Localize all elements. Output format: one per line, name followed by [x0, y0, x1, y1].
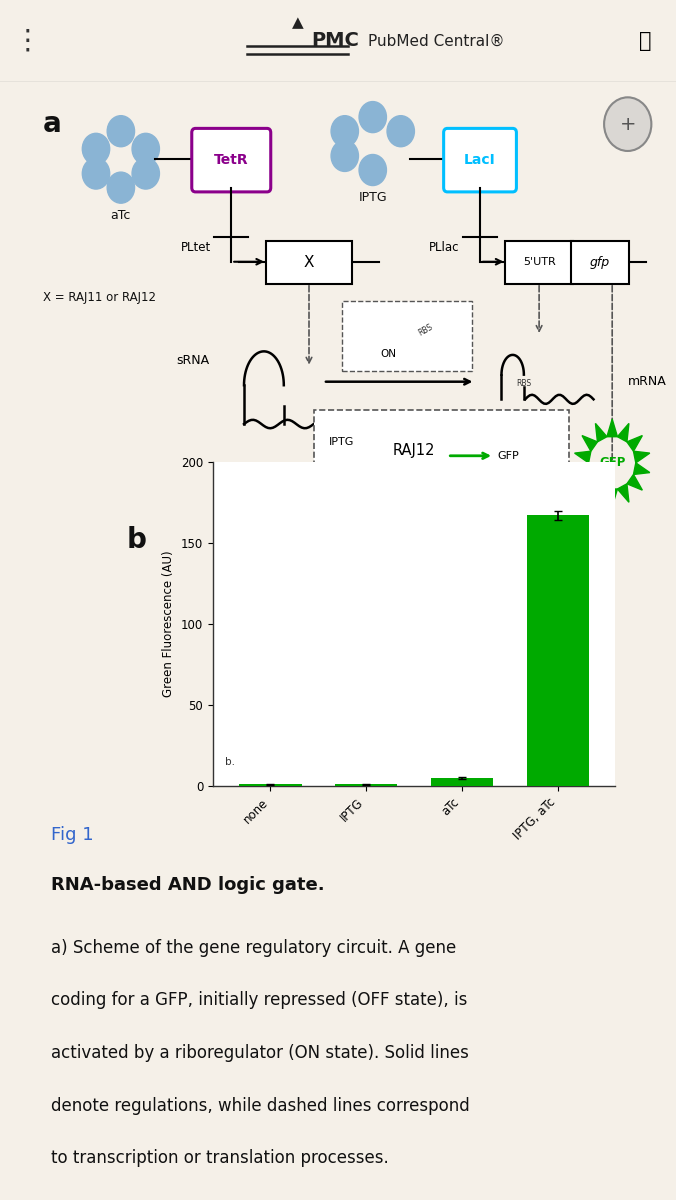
Polygon shape	[627, 474, 642, 490]
Polygon shape	[627, 436, 642, 451]
Bar	[335, 784, 397, 786]
Text: to transcription or translation processes.: to transcription or translation processe…	[51, 1150, 389, 1168]
Text: TetR: TetR	[214, 154, 249, 167]
Polygon shape	[617, 484, 629, 503]
Polygon shape	[596, 484, 607, 503]
Polygon shape	[582, 436, 598, 451]
Text: LacI: LacI	[464, 154, 496, 167]
Circle shape	[107, 115, 135, 146]
Circle shape	[359, 102, 387, 133]
FancyBboxPatch shape	[266, 240, 352, 284]
Text: aTc: aTc	[329, 472, 347, 482]
Circle shape	[604, 97, 652, 151]
Text: denote regulations, while dashed lines correspond: denote regulations, while dashed lines c…	[51, 1097, 469, 1115]
Text: RBS: RBS	[516, 379, 531, 388]
Text: PMC: PMC	[311, 31, 359, 50]
Text: IPTG: IPTG	[329, 437, 355, 446]
Circle shape	[132, 133, 160, 164]
Polygon shape	[633, 463, 650, 474]
Polygon shape	[617, 424, 629, 442]
Text: OFF: OFF	[503, 410, 523, 420]
FancyBboxPatch shape	[314, 410, 569, 512]
Text: +: +	[619, 115, 636, 133]
Circle shape	[107, 172, 135, 203]
Circle shape	[132, 158, 160, 190]
Text: mRNA: mRNA	[628, 376, 667, 388]
Text: coding for a GFP, initially repressed (OFF state), is: coding for a GFP, initially repressed (O…	[51, 991, 467, 1009]
Circle shape	[359, 155, 387, 186]
Text: ⋮: ⋮	[13, 26, 41, 55]
Text: b.: b.	[225, 756, 235, 767]
Text: 5'UTR: 5'UTR	[523, 258, 556, 268]
Polygon shape	[582, 474, 598, 490]
Circle shape	[331, 115, 358, 146]
Text: GFP: GFP	[497, 451, 519, 461]
Text: aTc: aTc	[111, 209, 131, 222]
Text: b: b	[127, 527, 147, 554]
Text: sRNA-mRNA: sRNA-mRNA	[357, 310, 420, 319]
Polygon shape	[633, 451, 650, 463]
Polygon shape	[607, 488, 617, 506]
Text: X = RAJ11 or RAJ12: X = RAJ11 or RAJ12	[43, 290, 156, 304]
Text: a: a	[43, 110, 62, 138]
Text: 🔍: 🔍	[639, 31, 652, 50]
Text: gfp: gfp	[589, 256, 610, 269]
Text: X: X	[304, 254, 314, 270]
Polygon shape	[607, 419, 617, 437]
Text: ON: ON	[381, 349, 396, 359]
Text: PLlac: PLlac	[429, 241, 460, 254]
Circle shape	[387, 115, 414, 146]
Text: Fig 1: Fig 1	[51, 826, 93, 844]
Bar	[527, 516, 589, 786]
FancyBboxPatch shape	[443, 128, 516, 192]
Polygon shape	[596, 424, 607, 442]
Text: RNA-based AND logic gate.: RNA-based AND logic gate.	[51, 876, 324, 894]
Text: ▲: ▲	[291, 16, 304, 30]
Circle shape	[82, 133, 110, 164]
Text: PubMed Central®: PubMed Central®	[368, 34, 505, 48]
FancyBboxPatch shape	[505, 240, 573, 284]
Circle shape	[82, 158, 110, 190]
Text: activated by a riboregulator (ON state). Solid lines: activated by a riboregulator (ON state).…	[51, 1044, 468, 1062]
FancyBboxPatch shape	[341, 300, 473, 371]
Bar	[239, 785, 301, 786]
Text: RBS: RBS	[416, 323, 434, 338]
Text: IPTG: IPTG	[358, 191, 387, 204]
Y-axis label: Green Fluorescence (AU): Green Fluorescence (AU)	[162, 551, 175, 697]
Polygon shape	[575, 463, 591, 474]
Text: a) Scheme of the gene regulatory circuit. A gene: a) Scheme of the gene regulatory circuit…	[51, 938, 456, 956]
Title: RAJ12: RAJ12	[393, 443, 435, 458]
Polygon shape	[575, 451, 591, 463]
Circle shape	[331, 140, 358, 172]
Text: sRNA: sRNA	[176, 354, 209, 367]
Text: GFP: GFP	[599, 456, 625, 469]
Text: PLtet: PLtet	[180, 241, 211, 254]
FancyBboxPatch shape	[192, 128, 271, 192]
FancyBboxPatch shape	[571, 240, 629, 284]
Bar	[431, 778, 493, 786]
